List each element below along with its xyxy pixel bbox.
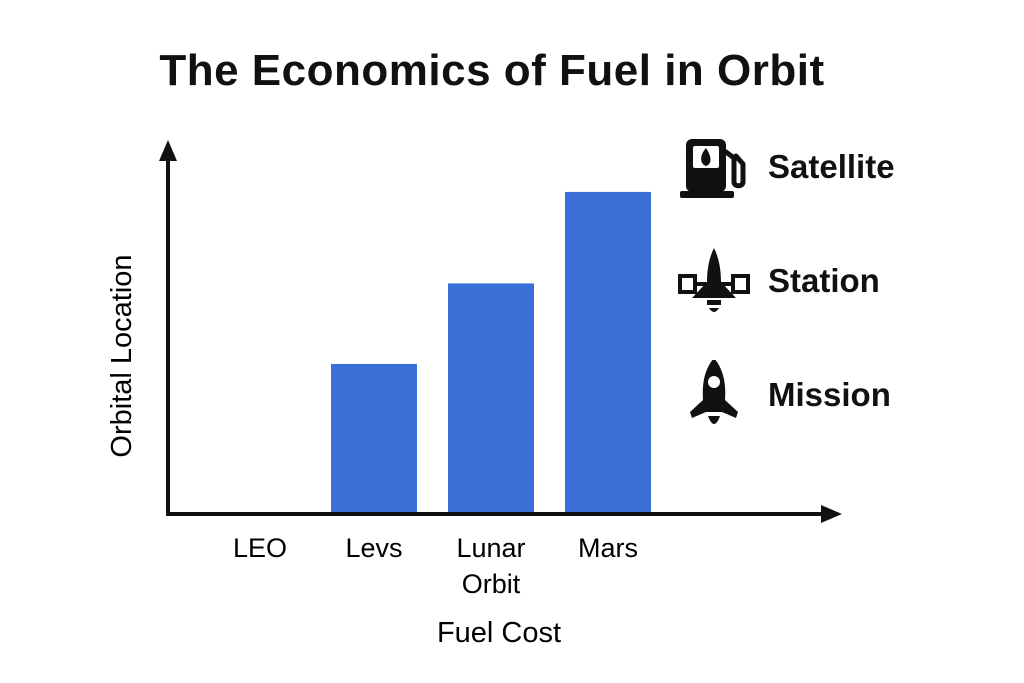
y-axis-label: Orbital Location — [106, 254, 138, 457]
x-axis-label: Fuel Cost — [437, 617, 561, 649]
fuel-pump-icon — [680, 139, 746, 198]
x-tick-label-mars: Mars — [578, 533, 638, 563]
rocket-icon — [690, 360, 738, 424]
bar-lunar-orbit — [448, 283, 534, 514]
space-shuttle-icon — [678, 248, 750, 312]
legend-label-satellite: Satellite — [768, 148, 895, 185]
x-axis-arrow — [821, 505, 842, 523]
x-tick-label-lunar-orbit: Lunar Orbit — [456, 533, 525, 599]
legend-item-satellite: Satellite — [676, 132, 895, 202]
bars-group — [331, 191, 651, 515]
y-axis-arrow — [159, 140, 177, 161]
legend-label-mission: Mission — [768, 376, 891, 413]
x-tick-label-levs: Levs — [345, 533, 402, 563]
legend-item-station: Station — [676, 246, 880, 316]
x-tick-labels: LEO Levs Lunar Orbit Mars — [233, 533, 638, 599]
x-tick-label-leo: LEO — [233, 533, 287, 563]
bar-levs — [331, 363, 417, 514]
legend-label-station: Station — [768, 262, 880, 299]
legend-item-mission: Mission — [676, 360, 891, 430]
bar-mars — [565, 191, 651, 515]
chart-title: The Economics of Fuel in Orbit — [159, 46, 825, 95]
